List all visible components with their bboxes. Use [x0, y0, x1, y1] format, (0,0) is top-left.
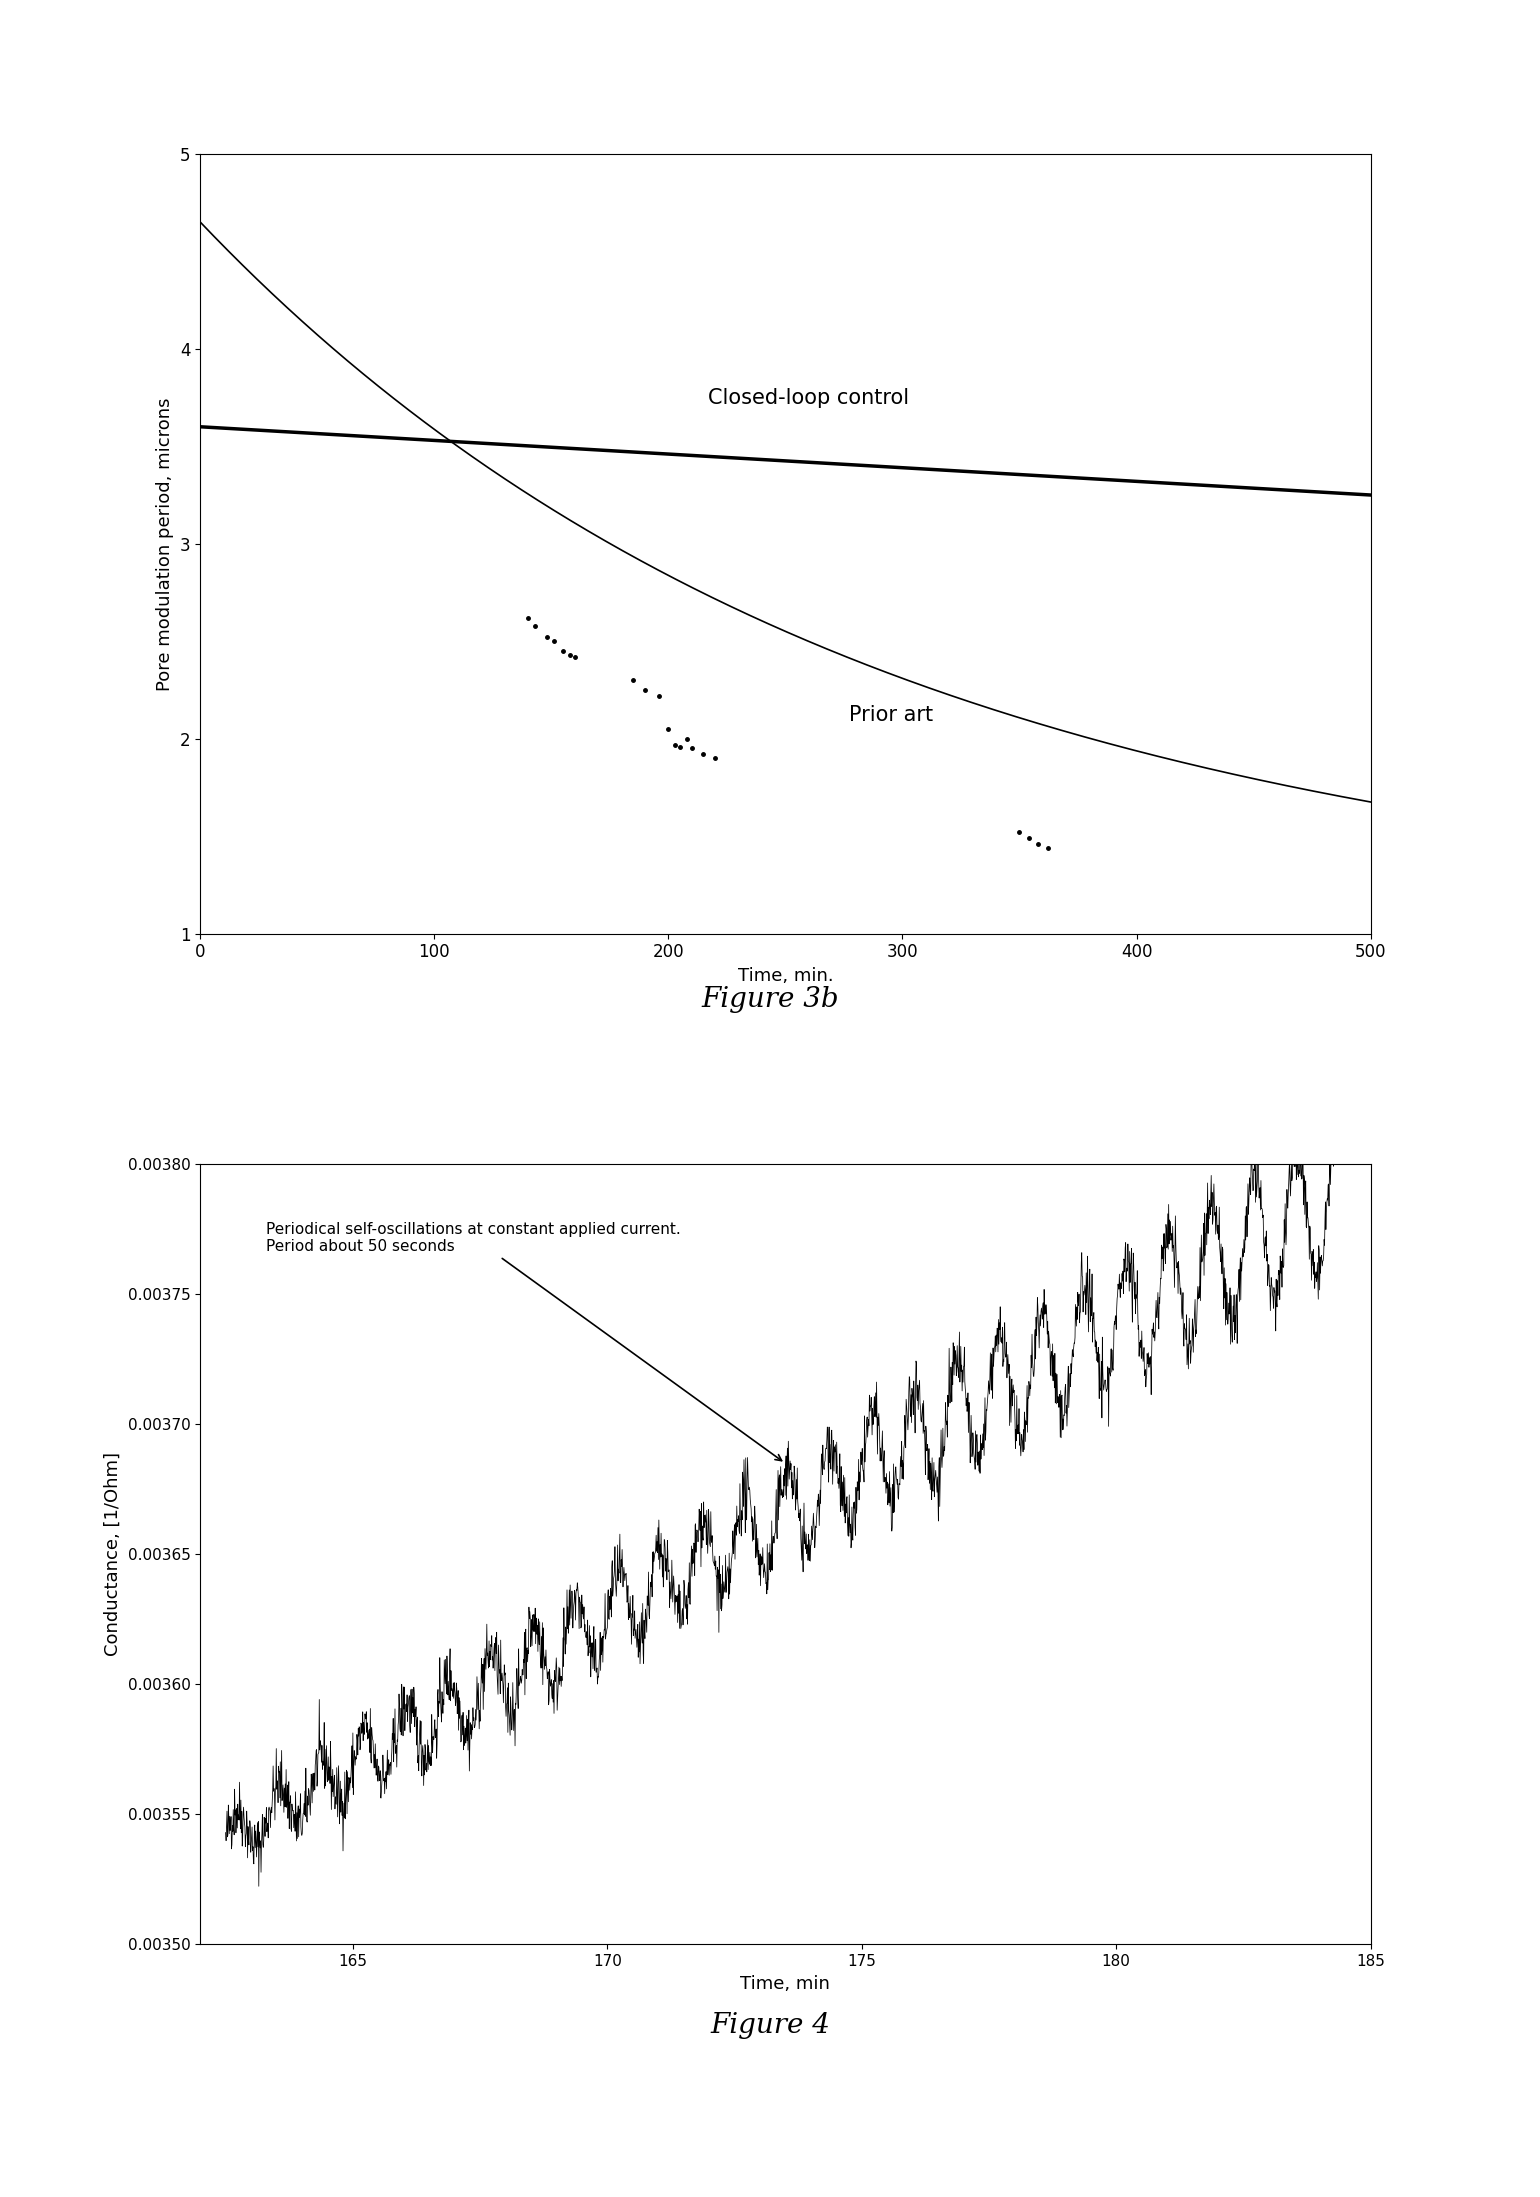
- X-axis label: Time, min.: Time, min.: [738, 967, 833, 984]
- X-axis label: Time, min: Time, min: [741, 1975, 830, 1993]
- Text: Figure 4: Figure 4: [710, 2012, 830, 2039]
- Y-axis label: Conductance, [1/Ohm]: Conductance, [1/Ohm]: [105, 1452, 122, 1657]
- Text: Periodical self-oscillations at constant applied current.
Period about 50 second: Periodical self-oscillations at constant…: [266, 1222, 782, 1461]
- Y-axis label: Pore modulation period, microns: Pore modulation period, microns: [156, 398, 174, 690]
- Text: Prior art: Prior art: [849, 705, 933, 725]
- Text: Figure 3b: Figure 3b: [701, 986, 839, 1013]
- Text: Closed-loop control: Closed-loop control: [708, 387, 910, 406]
